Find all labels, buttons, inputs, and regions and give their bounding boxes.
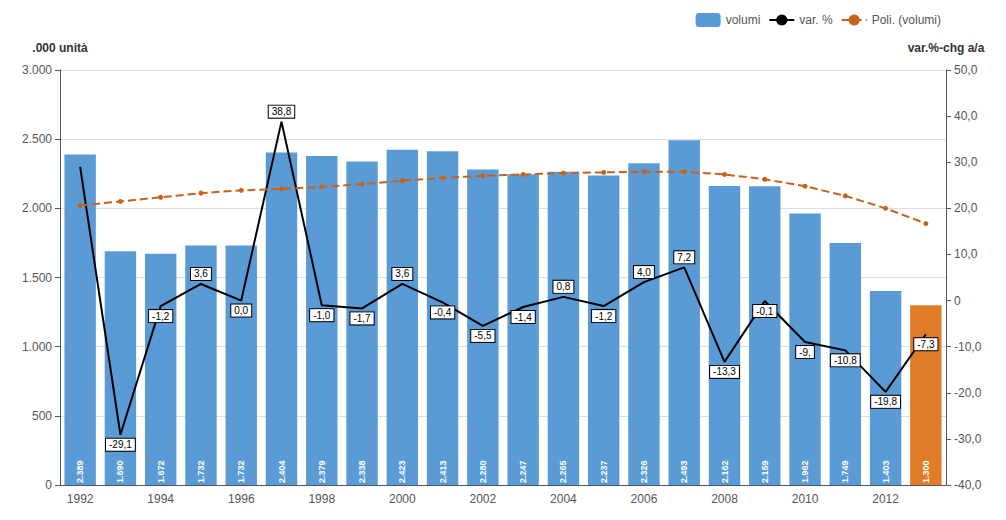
- svg-text:7,2: 7,2: [677, 252, 691, 263]
- svg-text:1.749: 1.749: [840, 460, 850, 483]
- svg-text:2000: 2000: [389, 492, 416, 506]
- svg-text:2.237: 2.237: [599, 460, 609, 483]
- svg-text:3.000: 3.000: [22, 63, 52, 77]
- svg-text:2.162: 2.162: [720, 460, 730, 483]
- svg-text:2.493: 2.493: [679, 460, 689, 483]
- svg-text:-9,: -9,: [799, 347, 811, 358]
- svg-text:30,0: 30,0: [954, 155, 978, 169]
- svg-text:0: 0: [45, 478, 52, 492]
- svg-text:40,0: 40,0: [954, 109, 978, 123]
- svg-text:4,0: 4,0: [637, 267, 651, 278]
- svg-text:1.672: 1.672: [156, 460, 166, 483]
- svg-text:2010: 2010: [792, 492, 819, 506]
- svg-text:-1,7: -1,7: [353, 313, 371, 324]
- svg-text:2.413: 2.413: [438, 460, 448, 483]
- svg-text:1.732: 1.732: [236, 460, 246, 483]
- svg-text:-5,5: -5,5: [474, 330, 492, 341]
- svg-text:2.000: 2.000: [22, 201, 52, 215]
- svg-text:2008: 2008: [711, 492, 738, 506]
- svg-text:2.500: 2.500: [22, 132, 52, 146]
- svg-text:2.389: 2.389: [75, 460, 85, 483]
- svg-text:1992: 1992: [67, 492, 94, 506]
- svg-text:-1,2: -1,2: [595, 311, 613, 322]
- svg-text:-7,3: -7,3: [917, 339, 935, 350]
- svg-text:-10,0: -10,0: [954, 340, 982, 354]
- svg-text:2.326: 2.326: [639, 460, 649, 483]
- svg-text:-19,8: -19,8: [874, 396, 897, 407]
- svg-text:38,8: 38,8: [272, 106, 292, 117]
- svg-text:-1,2: -1,2: [152, 311, 170, 322]
- svg-text:3,6: 3,6: [194, 268, 208, 279]
- svg-text:-29,1: -29,1: [109, 439, 132, 450]
- svg-text:2.404: 2.404: [277, 460, 287, 483]
- svg-text:2.280: 2.280: [478, 460, 488, 483]
- svg-text:2.338: 2.338: [357, 460, 367, 483]
- svg-text:1.732: 1.732: [196, 460, 206, 483]
- svg-text:1.300: 1.300: [921, 460, 931, 483]
- svg-text:-30,0: -30,0: [954, 432, 982, 446]
- svg-text:2004: 2004: [550, 492, 577, 506]
- svg-text:2.423: 2.423: [397, 460, 407, 483]
- svg-text:0: 0: [954, 294, 961, 308]
- svg-text:.000 unità: .000 unità: [32, 41, 88, 55]
- svg-text:1994: 1994: [147, 492, 174, 506]
- svg-text:0,8: 0,8: [556, 281, 570, 292]
- svg-text:1996: 1996: [228, 492, 255, 506]
- svg-text:1.690: 1.690: [115, 460, 125, 483]
- svg-text:var.%-chg a/a: var.%-chg a/a: [908, 41, 985, 55]
- svg-text:2012: 2012: [872, 492, 899, 506]
- svg-text:500: 500: [32, 409, 52, 423]
- svg-text:1.403: 1.403: [881, 460, 891, 483]
- svg-text:2006: 2006: [631, 492, 658, 506]
- svg-text:1998: 1998: [308, 492, 335, 506]
- svg-text:-0,1: -0,1: [756, 306, 774, 317]
- svg-text:-1,0: -1,0: [313, 310, 331, 321]
- svg-text:2.247: 2.247: [518, 460, 528, 483]
- svg-text:-13,3: -13,3: [713, 366, 736, 377]
- svg-text:0,0: 0,0: [234, 305, 248, 316]
- svg-text:-0,4: -0,4: [434, 307, 452, 318]
- svg-text:3,6: 3,6: [395, 268, 409, 279]
- svg-text:20,0: 20,0: [954, 201, 978, 215]
- svg-text:-20,0: -20,0: [954, 386, 982, 400]
- svg-text:volumi: volumi: [726, 13, 761, 27]
- svg-text:-1,4: -1,4: [515, 312, 533, 323]
- svg-text:50,0: 50,0: [954, 63, 978, 77]
- svg-text:1.500: 1.500: [22, 271, 52, 285]
- svg-text:2.159: 2.159: [760, 460, 770, 483]
- svg-text:2002: 2002: [470, 492, 497, 506]
- svg-text:1.962: 1.962: [800, 460, 810, 483]
- svg-text:var. %: var. %: [799, 13, 833, 27]
- svg-text:2.379: 2.379: [317, 460, 327, 483]
- svg-text:1.000: 1.000: [22, 340, 52, 354]
- svg-text:-40,0: -40,0: [954, 478, 982, 492]
- svg-text:Poli. (volumi): Poli. (volumi): [872, 13, 941, 27]
- svg-text:10,0: 10,0: [954, 247, 978, 261]
- svg-text:-10,8: -10,8: [834, 355, 857, 366]
- svg-text:2.265: 2.265: [558, 460, 568, 483]
